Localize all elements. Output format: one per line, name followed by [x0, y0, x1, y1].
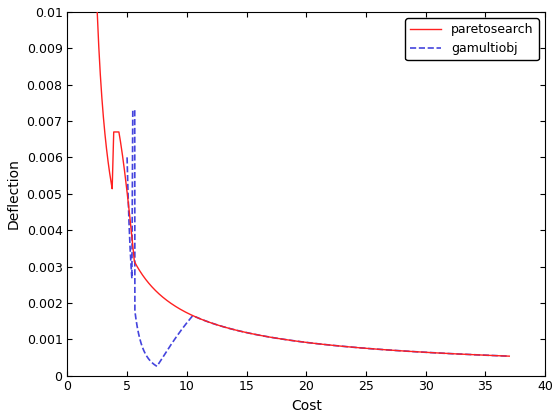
gamultiobj: [124, 155, 130, 160]
Line: paretosearch: paretosearch: [97, 12, 509, 356]
gamultiobj: [140, 346, 147, 352]
Legend: paretosearch, gamultiobj: paretosearch, gamultiobj: [405, 18, 539, 60]
paretosearch: [333, 343, 340, 348]
gamultiobj: [153, 364, 160, 369]
gamultiobj: [332, 343, 339, 348]
Line: gamultiobj: gamultiobj: [127, 110, 509, 366]
X-axis label: Cost: Cost: [291, 399, 321, 413]
Y-axis label: Deflection: Deflection: [7, 158, 21, 229]
gamultiobj: [377, 347, 384, 352]
paretosearch: [449, 351, 455, 356]
paretosearch: [344, 344, 351, 349]
gamultiobj: [129, 108, 136, 113]
paretosearch: [119, 153, 126, 158]
gamultiobj: [506, 354, 512, 359]
paretosearch: [94, 9, 101, 14]
paretosearch: [506, 354, 512, 359]
paretosearch: [356, 345, 363, 350]
paretosearch: [407, 349, 413, 354]
gamultiobj: [147, 358, 153, 363]
gamultiobj: [218, 324, 225, 329]
gamultiobj: [291, 338, 297, 343]
